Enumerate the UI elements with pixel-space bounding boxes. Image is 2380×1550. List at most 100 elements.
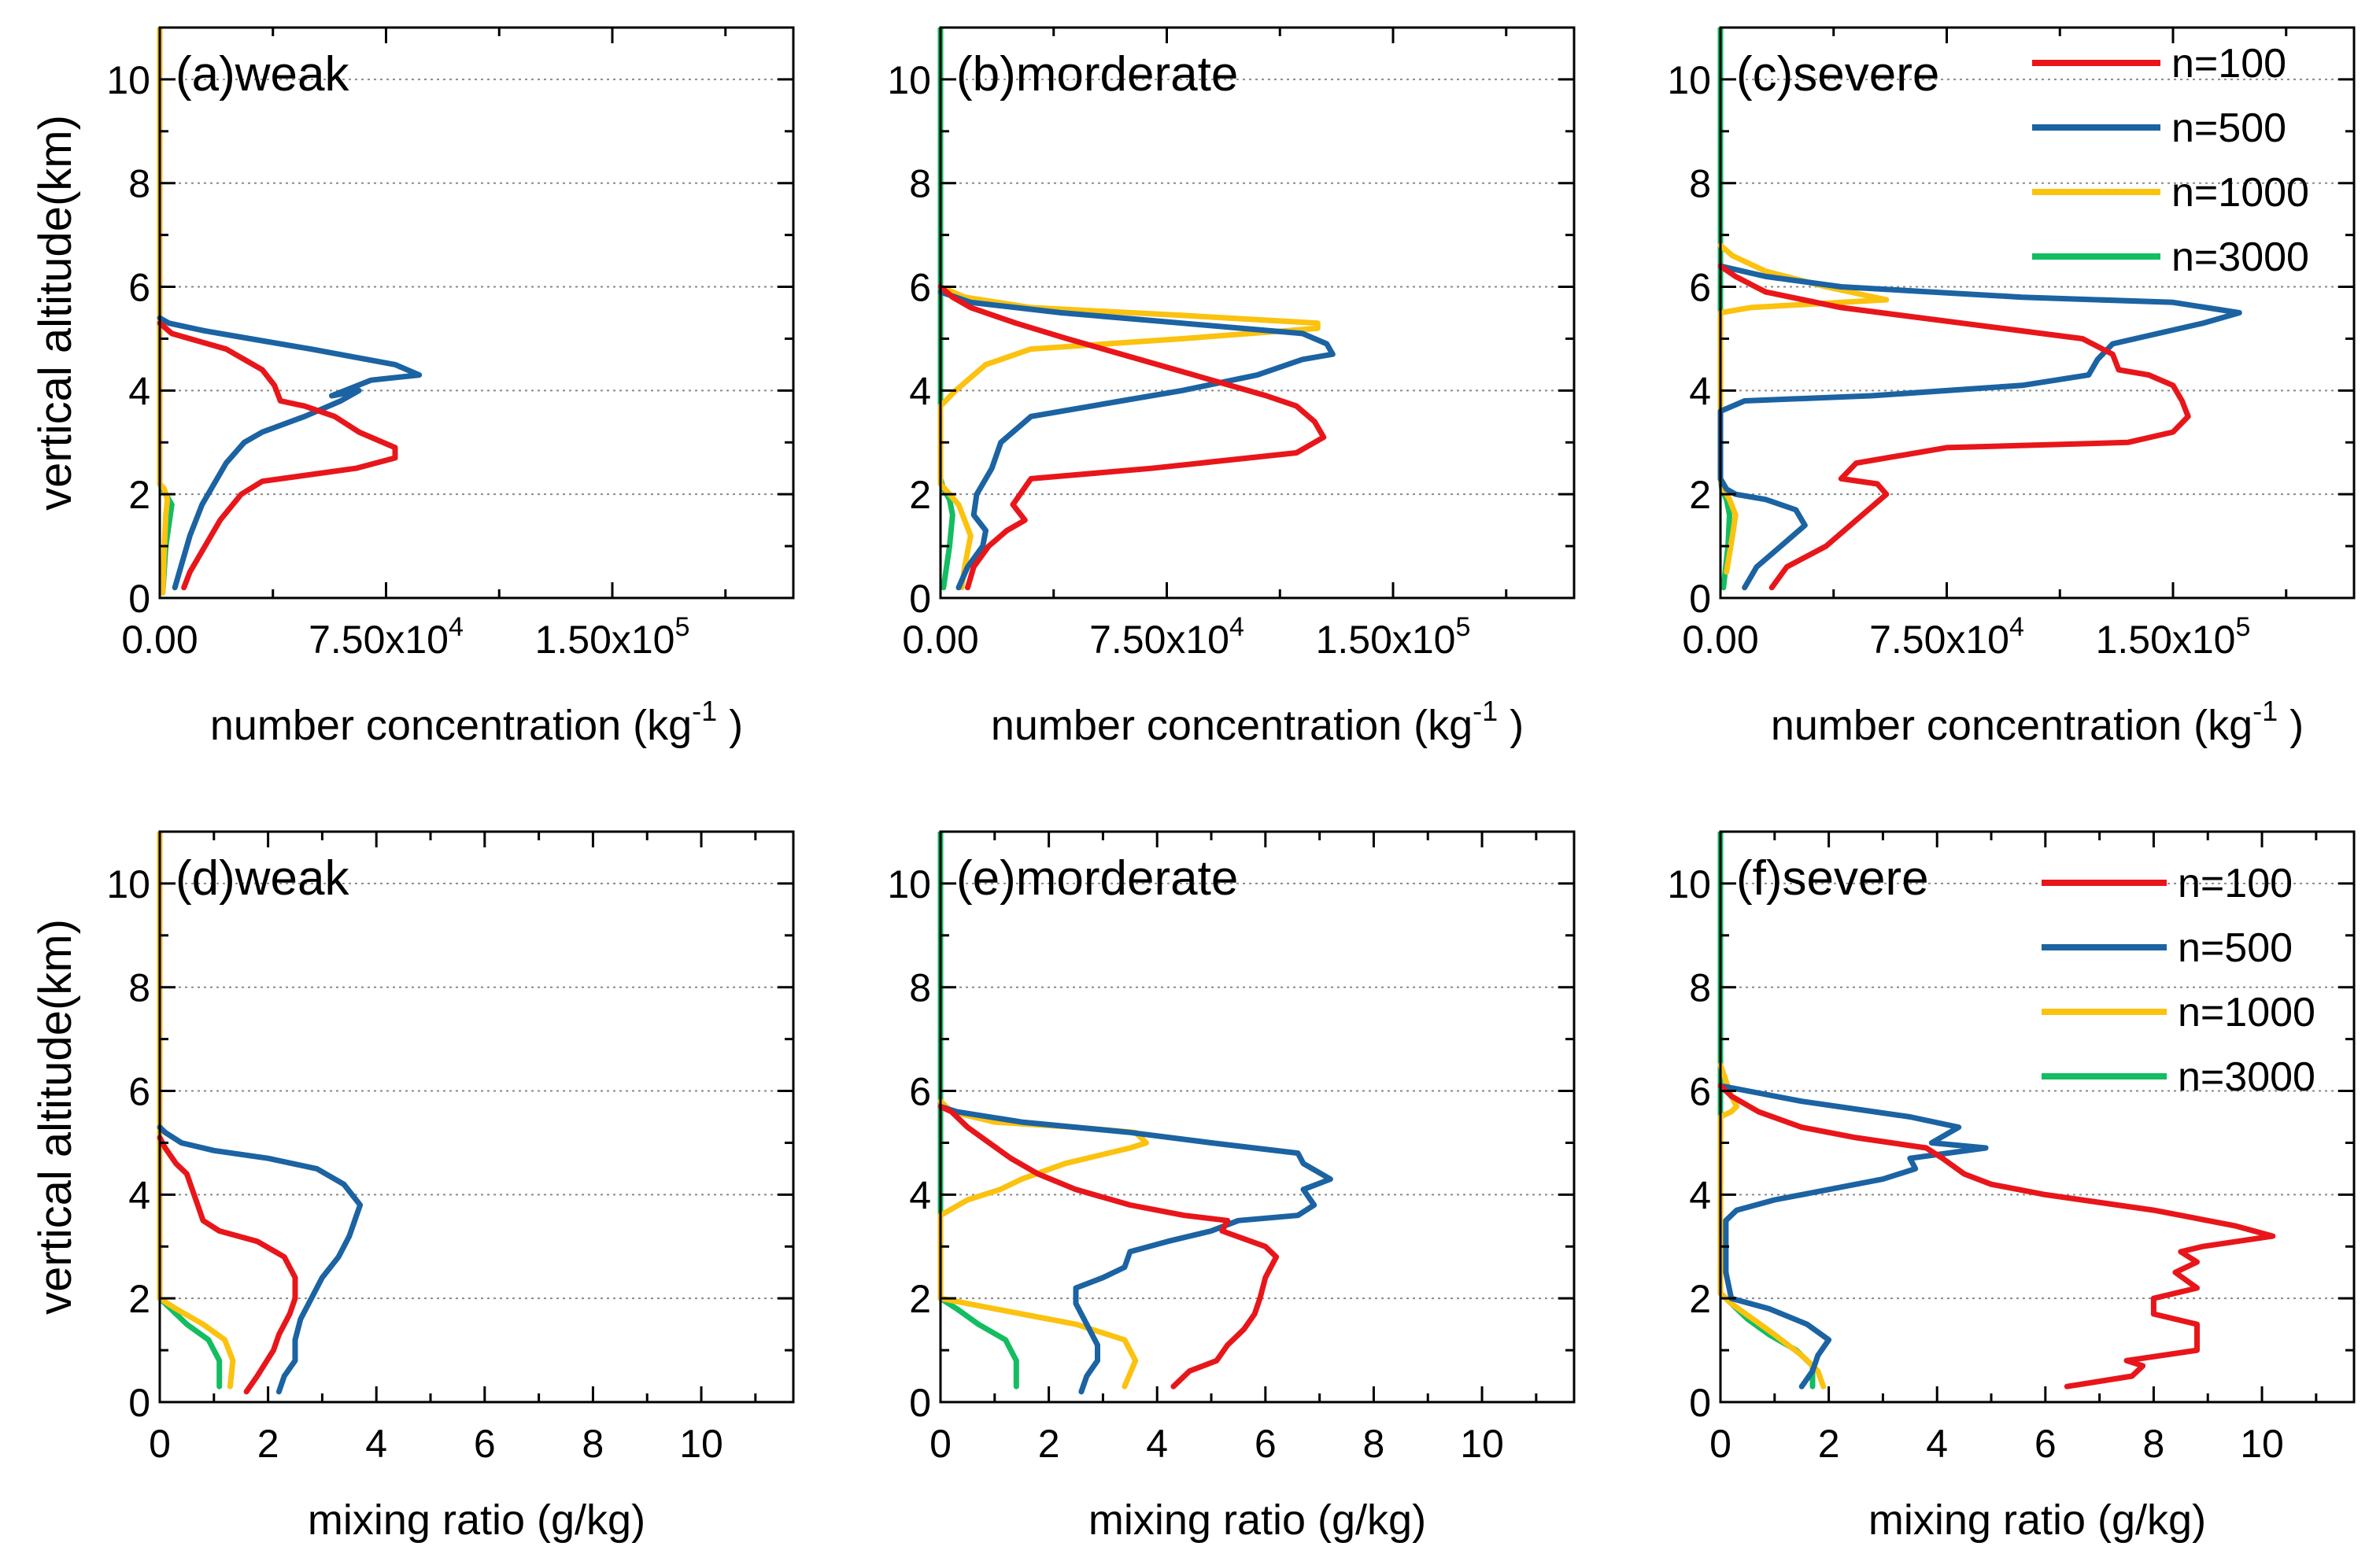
x-tick-label: 4 (365, 1422, 387, 1466)
x-axis-title: mixing ratio (g/kg) (308, 1496, 645, 1544)
x-tick-label: 1.50x105 (535, 612, 690, 662)
x-tick-mantissa: 6 (2034, 1422, 2057, 1466)
y-tick-label: 2 (128, 1277, 150, 1321)
x-tick-mantissa: 6 (474, 1422, 496, 1466)
series-line-n-500 (157, 1124, 364, 1395)
panel-title: (e)morderate (956, 851, 1238, 906)
x-tick-mantissa: 2 (1038, 1422, 1060, 1466)
series-line-n-1000 (157, 832, 236, 1389)
y-tick-label: 6 (909, 266, 931, 310)
panel-title: (d)weak (176, 851, 350, 906)
x-tick-mantissa: 0 (1709, 1422, 1731, 1466)
series-line-n-500 (1717, 263, 2242, 591)
x-tick-mantissa: 1.50x10 (2096, 618, 2236, 662)
legend-label: n=3000 (2171, 234, 2309, 280)
x-tick-label: 7.50x104 (1869, 612, 2024, 662)
y-tick-label: 10 (887, 862, 931, 906)
x-tick-mantissa: 7.50x10 (1869, 618, 2009, 662)
y-tick-label: 2 (909, 1277, 931, 1321)
x-tick-label: 6 (474, 1422, 496, 1466)
x-tick-exponent: 4 (449, 612, 464, 642)
y-tick-label: 0 (1689, 1381, 1711, 1425)
y-tick-label: 10 (887, 58, 931, 102)
x-tick-label: 2 (1818, 1422, 1840, 1466)
x-tick-exponent: 4 (2009, 612, 2024, 642)
series-line-n-100 (157, 1135, 298, 1395)
x-axis-title: number concentration (kg-1 ) (1771, 695, 2304, 749)
legend-label: n=1000 (2178, 990, 2315, 1035)
x-tick-label: 8 (1363, 1422, 1385, 1466)
x-tick-mantissa: 10 (679, 1422, 723, 1466)
series-line-n-100 (937, 284, 1327, 591)
series-line-n-3000 (1717, 28, 1732, 591)
legend-label: n=1000 (2171, 170, 2309, 216)
y-tick-label: 10 (106, 58, 150, 102)
series-line-n-1000 (937, 284, 1321, 591)
x-tick-mantissa: 7.50x10 (309, 618, 449, 662)
x-tick-label: 8 (582, 1422, 604, 1466)
legend-label: n=500 (2171, 105, 2286, 151)
x-tick-mantissa: 7.50x10 (1089, 618, 1229, 662)
x-tick-mantissa: 2 (257, 1422, 279, 1466)
y-tick-label: 4 (909, 369, 931, 413)
x-tick-label: 7.50x104 (1089, 612, 1244, 662)
x-axis-title: number concentration (kg-1 ) (991, 695, 1524, 749)
y-tick-label: 8 (909, 966, 931, 1010)
y-tick-label: 0 (128, 1381, 150, 1425)
x-tick-label: 10 (1460, 1422, 1504, 1466)
panel-5: 0 2 4 6 8 10 0 2 4 6 8 10 mixing ratio (g/kg) (e)mord… (887, 830, 1576, 1544)
y-tick-label: 4 (1689, 369, 1711, 413)
y-tick-label: 2 (1689, 1277, 1711, 1321)
panel-title: (b)morderate (956, 47, 1238, 101)
x-tick-mantissa: 0.00 (121, 618, 198, 662)
x-axis-title: mixing ratio (g/kg) (1868, 1496, 2206, 1544)
plot-frame (1719, 830, 2356, 1404)
x-tick-exponent: 4 (1229, 612, 1244, 642)
series-line-n-500 (157, 315, 423, 591)
x-axis-title-main: number concentration (kg (1771, 702, 2252, 749)
x-tick-mantissa: 8 (1363, 1422, 1385, 1466)
x-tick-label: 0.00 (121, 618, 198, 662)
y-tick-label: 10 (1667, 862, 1711, 906)
x-tick-label: 1.50x105 (1316, 612, 1471, 662)
plot-frame (158, 830, 795, 1404)
y-tick-label: 0 (1689, 577, 1711, 621)
legend-label: n=100 (2171, 41, 2286, 87)
y-axis-title: vertical altitude(km) (30, 919, 81, 1315)
series-line-n-100 (157, 320, 398, 591)
panel-title: (a)weak (176, 47, 350, 101)
y-tick-label: 8 (128, 162, 150, 206)
plot-frame (158, 26, 795, 600)
x-tick-label: 6 (1255, 1422, 1277, 1466)
y-tick-label: 8 (128, 966, 150, 1010)
x-tick-label: 8 (2143, 1422, 2165, 1466)
y-tick-label: 8 (1689, 162, 1711, 206)
x-tick-mantissa: 0.00 (1682, 618, 1758, 662)
x-axis-title: number concentration (kg-1 ) (210, 695, 743, 749)
y-tick-label: 6 (128, 266, 150, 310)
x-tick-mantissa: 4 (1926, 1422, 1948, 1466)
legend-label: n=3000 (2178, 1054, 2315, 1100)
plot-frame (939, 26, 1576, 600)
x-tick-mantissa: 8 (582, 1422, 604, 1466)
plot-frame (1719, 26, 2356, 600)
panel-4: 0 2 4 6 8 10 0 2 4 6 8 10 mixing ratio (g/kg) vertica… (30, 830, 795, 1544)
x-tick-label: 0 (929, 1422, 952, 1466)
x-tick-mantissa: 0 (929, 1422, 952, 1466)
y-tick-label: 6 (909, 1070, 931, 1114)
x-tick-mantissa: 0.00 (902, 618, 978, 662)
x-tick-label: 10 (2240, 1422, 2284, 1466)
x-tick-label: 0 (149, 1422, 171, 1466)
x-axis-title-end: ) (1498, 702, 1524, 749)
x-tick-mantissa: 1.50x10 (1316, 618, 1456, 662)
x-tick-label: 0 (1709, 1422, 1731, 1466)
x-tick-mantissa: 4 (1146, 1422, 1168, 1466)
x-tick-mantissa: 4 (365, 1422, 387, 1466)
x-tick-exponent: 5 (2236, 612, 2251, 642)
y-tick-label: 4 (909, 1173, 931, 1217)
series-line-n-100 (1717, 1083, 2276, 1389)
y-tick-label: 6 (1689, 1070, 1711, 1114)
legend-label: n=100 (2178, 861, 2293, 906)
series-line-n-1000 (937, 1098, 1149, 1389)
x-tick-label: 2 (1038, 1422, 1060, 1466)
